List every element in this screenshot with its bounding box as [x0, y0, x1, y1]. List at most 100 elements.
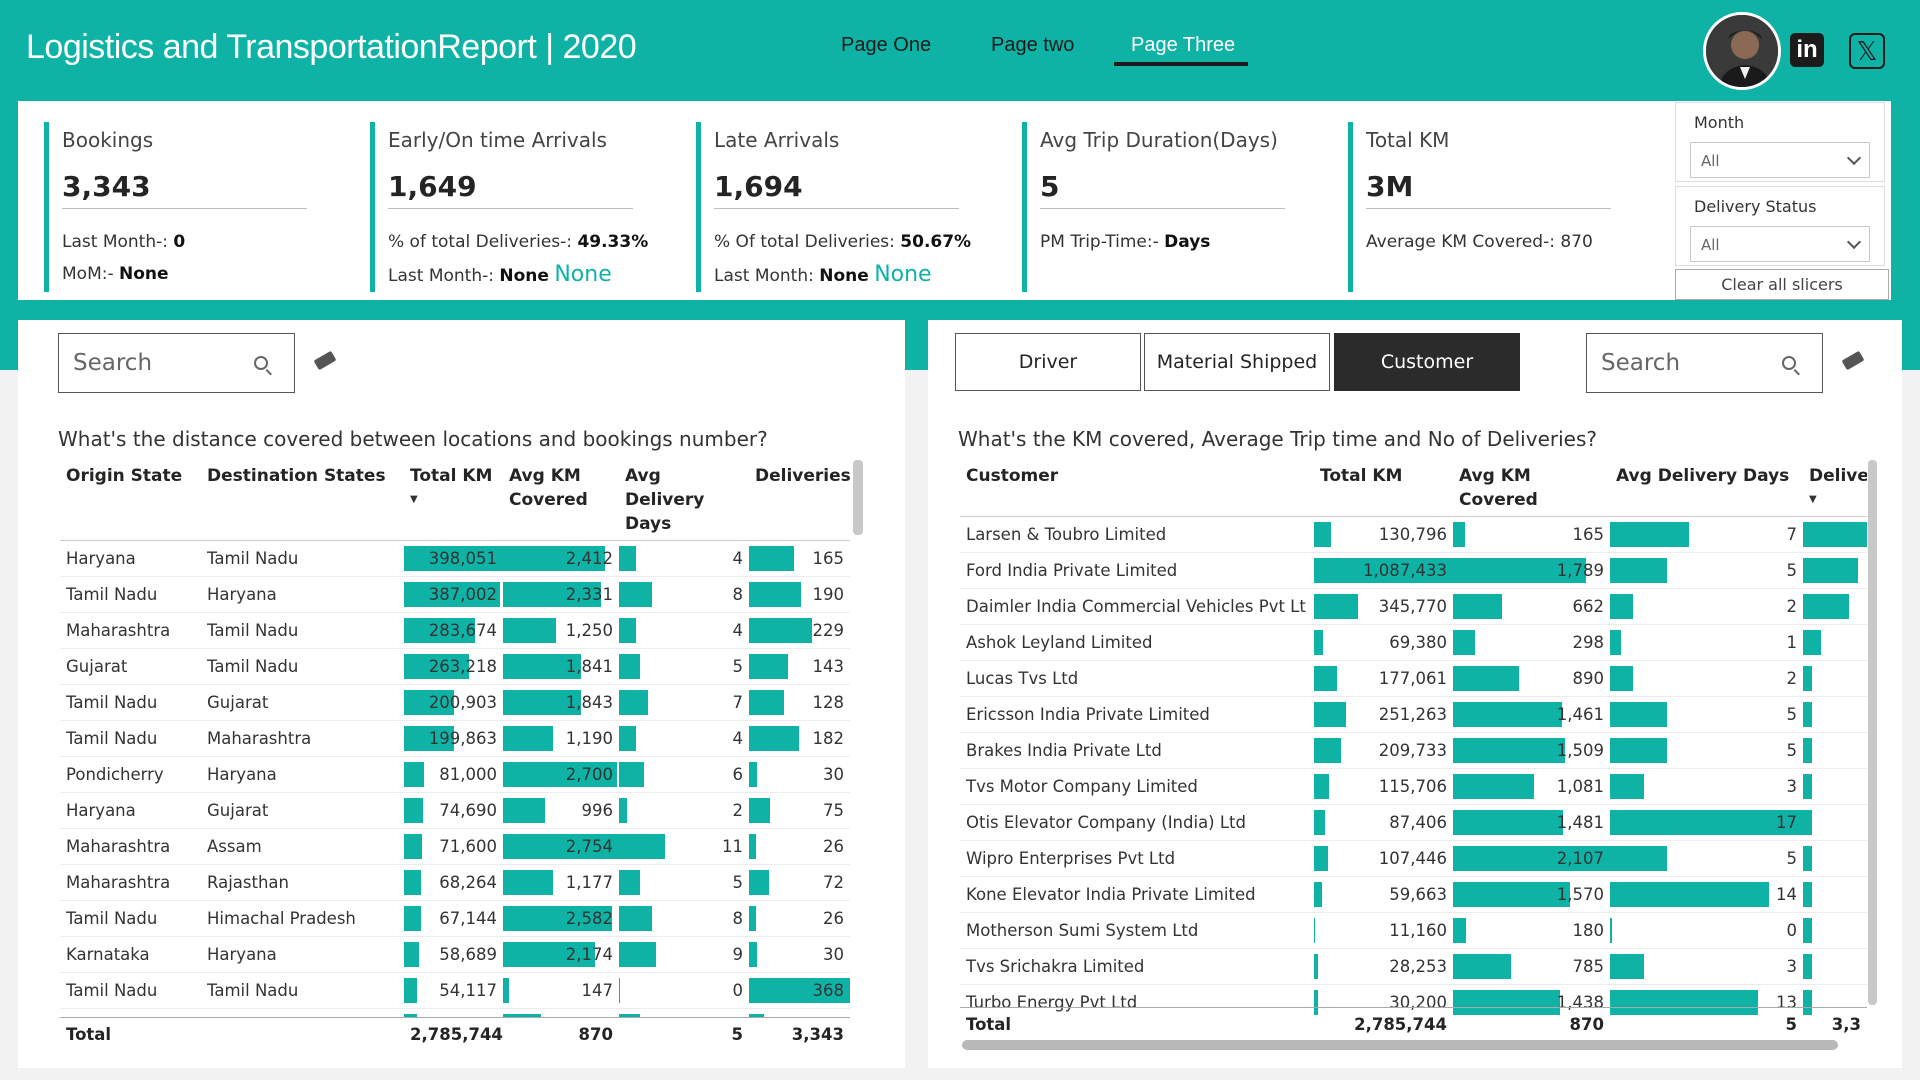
kpi-sub-2: Last Month: None None: [714, 262, 932, 287]
table-row[interactable]: Otis Elevator Company (India) Ltd 87,406 1…: [960, 804, 1867, 841]
chevron-down-icon: [1846, 150, 1862, 166]
left-search-input[interactable]: Search: [58, 333, 295, 393]
avg-km-covered: 1,570: [1453, 876, 1610, 913]
col-avg-delivery-days[interactable]: Avg Delivery Days: [625, 466, 705, 534]
destination-state: Tamil Nadu: [201, 972, 404, 1009]
sort-desc-icon: ▼: [410, 494, 418, 505]
table-row[interactable]: Tamil Nadu Maharashtra 199,863 1,190 4 182: [60, 720, 850, 757]
destination-state: Assam: [201, 828, 404, 865]
right-search-input[interactable]: Search: [1586, 333, 1823, 393]
col-avg-km-covered[interactable]: Avg KM Covered: [1459, 466, 1538, 510]
data-bar: [619, 906, 653, 931]
table-row[interactable]: Maharashtra Tamil Nadu 283,674 1,250 4 229: [60, 612, 850, 649]
col-total-km[interactable]: Total KM: [1320, 466, 1403, 486]
table-row[interactable]: Motherson Sumi System Ltd 11,160 180 0: [960, 912, 1867, 949]
avg-delivery-days: 5: [1610, 840, 1803, 877]
col-customer[interactable]: Customer: [966, 466, 1059, 486]
person-icon: [1706, 15, 1778, 87]
profile-avatar[interactable]: [1703, 12, 1781, 90]
total-km: 69,380: [1314, 624, 1453, 661]
data-bar: [1610, 882, 1769, 907]
data-bar: [1610, 738, 1667, 763]
col-deliveries[interactable]: Deliveries: [755, 466, 850, 486]
table-row[interactable]: Ford India Private Limited 1,087,433 1,789…: [960, 552, 1867, 589]
total-km: 28,253: [1314, 948, 1453, 985]
table-row[interactable]: Tamil Nadu Tamil Nadu 54,117 147 0 368: [60, 972, 850, 1009]
total-avg-km: 870: [1453, 1007, 1610, 1042]
col-deliveries[interactable]: Deliveri▼: [1803, 460, 1867, 517]
delivery-status-label: Delivery Status: [1694, 197, 1817, 216]
total-km: 107,446: [1314, 840, 1453, 877]
col-total-km[interactable]: Total KM ▼: [404, 460, 503, 541]
col-avg-km[interactable]: Avg KM Covered: [509, 466, 588, 510]
table-row[interactable]: Pondicherry Haryana 81,000 2,700 6 30: [60, 756, 850, 793]
data-bar: [619, 834, 665, 859]
data-bar: [1610, 522, 1690, 547]
table-row[interactable]: Ericsson India Private Limited 251,263 1,4…: [960, 696, 1867, 733]
table-row[interactable]: Tvs Srichakra Limited 28,253 785 3: [960, 948, 1867, 985]
data-bar: [1803, 918, 1813, 943]
avg-days: 0: [619, 972, 749, 1009]
tab-driver[interactable]: Driver: [955, 333, 1141, 391]
month-dropdown[interactable]: All: [1690, 142, 1870, 178]
right-table-scrollbar[interactable]: [1868, 460, 1877, 1005]
left-table-scrollbar[interactable]: [853, 460, 863, 535]
clear-all-slicers-button[interactable]: Clear all slicers: [1675, 269, 1889, 300]
x-twitter-icon[interactable]: 𝕏: [1849, 33, 1885, 69]
data-bar: [1314, 774, 1329, 799]
table-row[interactable]: Gujarat Tamil Nadu 263,218 1,841 5 143: [60, 648, 850, 685]
sort-desc-icon: ▼: [1809, 494, 1817, 505]
data-bar: [404, 690, 454, 715]
tab-customer[interactable]: Customer: [1334, 333, 1520, 391]
data-bar: [1610, 630, 1622, 655]
avg-days: 4: [619, 540, 749, 577]
table-row[interactable]: Tamil Nadu Himachal Pradesh 67,144 2,582 8 26: [60, 900, 850, 937]
nav-page-one[interactable]: Page One: [841, 34, 932, 56]
customer-name: Lucas Tvs Ltd: [960, 660, 1314, 697]
table-row[interactable]: Karnataka Haryana 58,689 2,174 9 30: [60, 936, 850, 973]
col-destination-states[interactable]: Destination States: [207, 466, 386, 486]
delivery-status-dropdown[interactable]: All: [1690, 226, 1870, 262]
data-bar: [1314, 918, 1316, 943]
data-bar: [1453, 702, 1562, 727]
table-row[interactable]: Daimler India Commercial Vehicles Pvt Lt…: [960, 588, 1867, 625]
data-bar: [619, 1014, 640, 1017]
data-bar: [503, 582, 602, 607]
table-row[interactable]: Wipro Enterprises Pvt Ltd 107,446 2,107 5: [960, 840, 1867, 877]
table-row[interactable]: Maharashtra Rajasthan 68,264 1,177 5 72: [60, 864, 850, 901]
destination-state: Haryana: [201, 936, 404, 973]
table-row[interactable]: Tamil Nadu Gujarat 200,903 1,843 7 128: [60, 684, 850, 721]
table-row[interactable]: Tamil Nadu Haryana 387,002 2,331 8 190: [60, 576, 850, 613]
table-row[interactable]: Haryana Gujarat 74,690 996 2 75: [60, 792, 850, 829]
total-km: 67,144: [404, 900, 503, 937]
total-km: 345,770: [1314, 588, 1453, 625]
avg-delivery-days: 3: [1610, 768, 1803, 805]
table-row[interactable]: GujaratHaryana50,700905556: [60, 1008, 850, 1017]
nav-page-three[interactable]: Page Three: [1131, 34, 1236, 56]
nav-page-two[interactable]: Page two: [991, 34, 1075, 56]
kpi-value: 3M: [1366, 170, 1414, 203]
col-origin-state[interactable]: Origin State: [66, 466, 183, 486]
data-bar: [1453, 954, 1512, 979]
col-avg-delivery-days[interactable]: Avg Delivery Days: [1616, 466, 1790, 486]
data-bar: [1453, 846, 1610, 871]
tab-material-shipped[interactable]: Material Shipped: [1144, 333, 1330, 391]
linkedin-icon[interactable]: in: [1790, 33, 1824, 67]
table-row[interactable]: Maharashtra Assam 71,600 2,754 11 26: [60, 828, 850, 865]
kpi-value: 1,649: [388, 170, 477, 203]
table-row[interactable]: Kone Elevator India Private Limited 59,66…: [960, 876, 1867, 913]
total-km: 2,785,744: [404, 1017, 503, 1052]
kpi-divider: [1366, 208, 1611, 209]
data-bar: [1610, 774, 1645, 799]
avg-km-covered: 1,789: [1453, 552, 1610, 589]
total-km: 74,690: [404, 792, 503, 829]
table-row[interactable]: Haryana Tamil Nadu 398,051 2,412 4 165: [60, 540, 850, 577]
right-table-hscrollbar[interactable]: [962, 1040, 1838, 1050]
customer-name: Tvs Srichakra Limited: [960, 948, 1314, 985]
data-bar: [1453, 738, 1566, 763]
